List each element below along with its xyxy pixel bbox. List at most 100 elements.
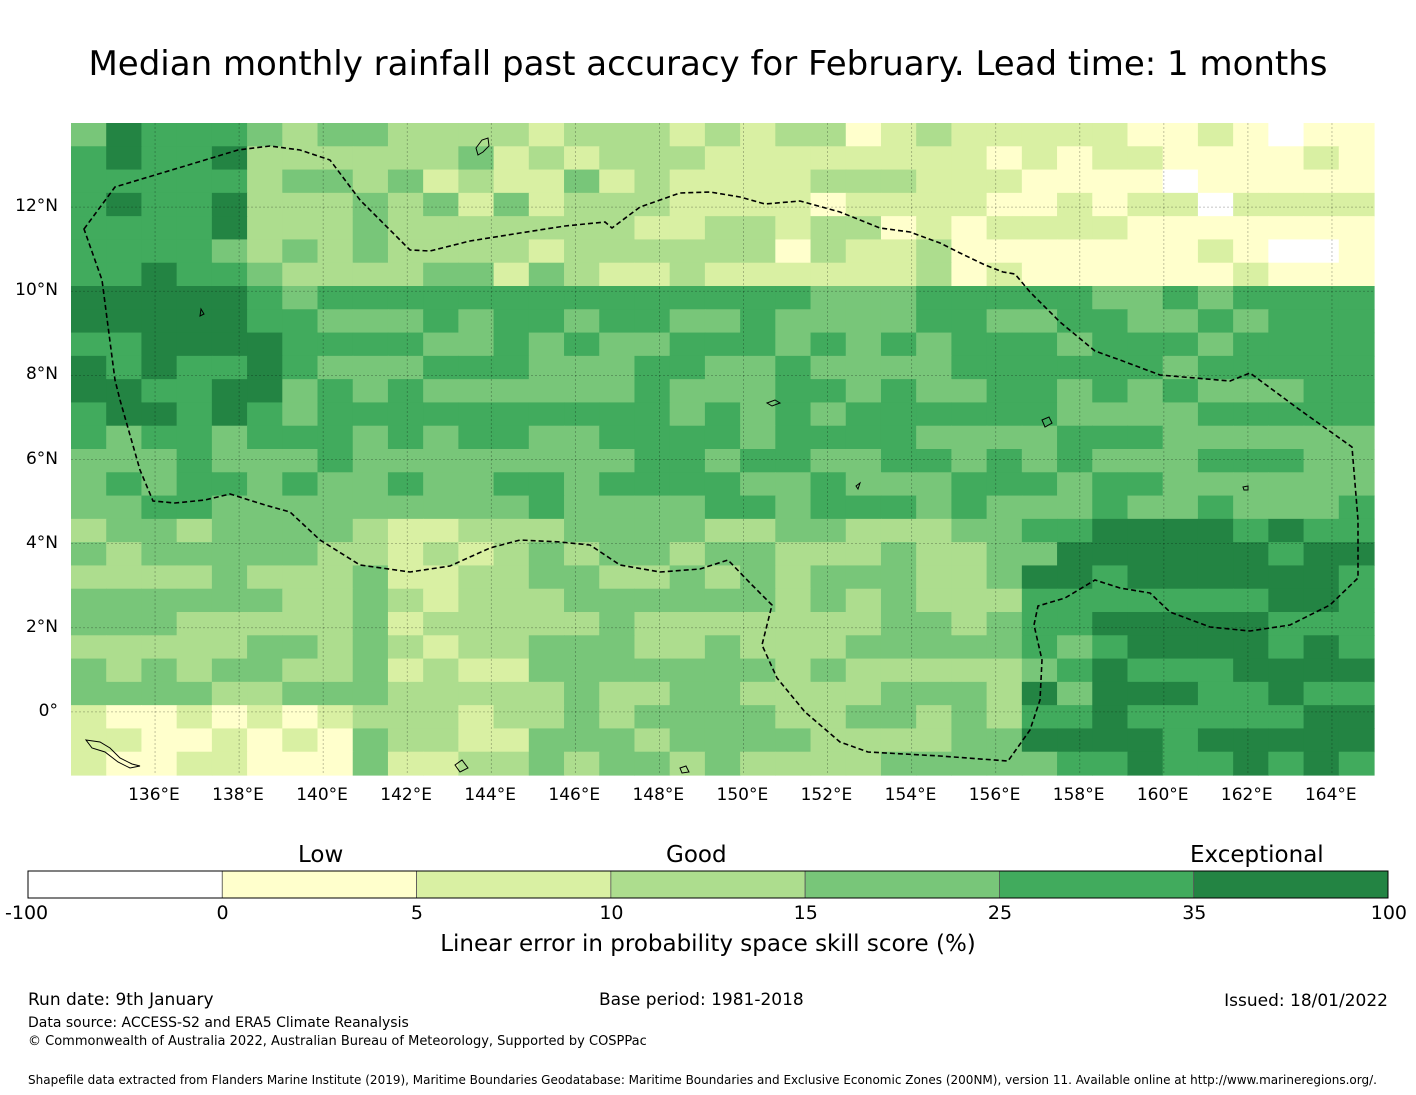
grid-cell <box>1303 192 1340 217</box>
lat-tick-label: 0° <box>38 700 58 721</box>
lat-tick-label: 2°N <box>25 616 58 637</box>
grid-cell <box>775 472 812 497</box>
lon-tick-label: 138°E <box>212 785 264 805</box>
grid-cell <box>1303 751 1340 776</box>
grid-cell <box>493 425 530 450</box>
grid-cell <box>669 472 706 497</box>
grid-cell <box>211 379 248 404</box>
grid-cell <box>1021 495 1058 520</box>
grid-cell <box>669 681 706 706</box>
grid-cell <box>845 146 882 171</box>
grid-cell <box>1303 425 1340 450</box>
grid-cell <box>1127 425 1164 450</box>
grid-cell <box>916 425 953 450</box>
colorbar <box>27 870 1389 899</box>
grid-cell <box>317 402 354 427</box>
grid-cell <box>1233 262 1269 287</box>
grid-cell <box>704 309 741 334</box>
island-small-2 <box>454 759 469 773</box>
grid-cell <box>775 495 812 520</box>
grid-cell <box>247 146 283 171</box>
grid-cell <box>1197 658 1234 683</box>
grid-cell <box>1233 123 1269 147</box>
grid-cell <box>176 681 213 706</box>
grid-cell <box>528 216 565 241</box>
grid-cell <box>106 379 143 404</box>
grid-cell <box>458 425 495 450</box>
grid-cell <box>317 355 354 380</box>
grid-cell <box>458 658 495 683</box>
grid-cell <box>986 309 1023 334</box>
grid-cell <box>71 123 107 147</box>
grid-cell <box>423 309 459 334</box>
grid-cell <box>458 472 495 497</box>
grid-cell <box>176 588 213 613</box>
grid-cell <box>1268 332 1305 357</box>
grid-cell <box>1162 588 1199 613</box>
grid-cell <box>1197 681 1234 706</box>
grid-cell <box>106 751 143 776</box>
grid-cell <box>986 216 1023 241</box>
grid-cell <box>211 309 248 334</box>
grid-cell <box>1233 705 1269 730</box>
grid-cell <box>352 681 389 706</box>
grid-cell <box>599 612 636 636</box>
grid-cell <box>211 402 248 427</box>
grid-cell <box>704 705 741 730</box>
island-small-3 <box>855 481 861 491</box>
grid-cell <box>106 239 143 264</box>
grid-cell <box>1021 518 1058 543</box>
grid-cell <box>704 728 741 753</box>
grid-cell <box>740 309 776 334</box>
grid-cell <box>247 728 283 753</box>
lon-tick-label: 136°E <box>128 785 180 805</box>
grid-cell <box>106 565 143 590</box>
grid-cell <box>1268 449 1305 473</box>
grid-cell <box>634 449 671 473</box>
grid-cell <box>71 355 107 380</box>
grid-cell <box>845 192 882 217</box>
grid-cell <box>634 518 671 543</box>
grid-cell <box>916 169 953 194</box>
grid-cell <box>1197 379 1234 404</box>
grid-cell <box>1233 379 1269 404</box>
grid-cell <box>1233 728 1269 753</box>
grid-cell <box>493 286 530 310</box>
grid-cell <box>211 751 248 776</box>
grid-cell <box>387 728 424 753</box>
grid-cell <box>775 309 812 334</box>
grid-cell <box>810 588 847 613</box>
grid-cell <box>282 332 319 357</box>
lon-tick-label: 160°E <box>1136 785 1189 805</box>
grid-cell <box>986 565 1023 590</box>
grid-cell <box>1057 425 1093 450</box>
grid-cell <box>211 216 248 241</box>
grid-cell <box>880 751 917 776</box>
grid-cell <box>211 565 248 590</box>
grid-cell <box>916 239 953 264</box>
colorbar-bound-label: 5 <box>410 902 423 924</box>
grid-cell <box>282 262 319 287</box>
grid-cell <box>986 658 1023 683</box>
grid-cell <box>810 239 847 264</box>
grid-cell <box>1303 728 1340 753</box>
grid-cell <box>845 751 882 776</box>
grid-cell <box>1338 518 1375 543</box>
grid-cell <box>211 332 248 357</box>
grid-cell <box>106 542 143 567</box>
lon-tick-label: 142°E <box>380 785 432 805</box>
grid-cell <box>1127 612 1164 636</box>
grid-cell <box>1338 472 1375 497</box>
grid-cell <box>740 402 776 427</box>
grid-cell <box>1233 495 1269 520</box>
grid-cell <box>1057 309 1093 334</box>
grid-cell <box>106 262 143 287</box>
grid-cell <box>986 449 1023 473</box>
grid-cell <box>317 705 354 730</box>
grid-cell <box>528 565 565 590</box>
grid-cell <box>880 192 917 217</box>
grid-cell <box>599 355 636 380</box>
grid-cell <box>1021 751 1058 776</box>
colorbar-bound-label: 10 <box>599 902 624 924</box>
grid-cell <box>634 123 671 147</box>
